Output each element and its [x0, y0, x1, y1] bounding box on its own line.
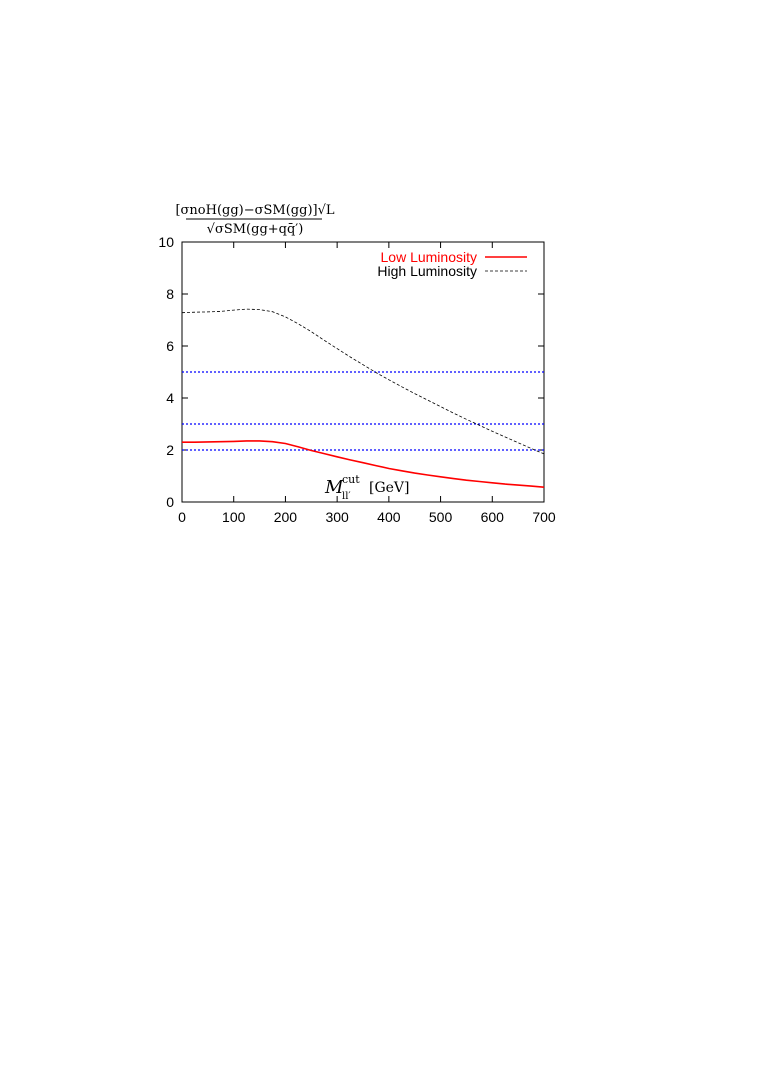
x-tick-label: 400: [377, 509, 401, 525]
x-axis-label-main: M: [324, 477, 344, 498]
x-tick-label: 500: [429, 509, 453, 525]
axis-ticks: 0 100 200 300 400 500 600 700 0 2 4 6 8 10: [158, 234, 555, 525]
x-tick-label: 200: [274, 509, 298, 525]
y-tick-label: 8: [166, 286, 174, 302]
x-tick-label: 600: [481, 509, 505, 525]
series-lines: [181, 308, 545, 488]
x-tick-label: 300: [325, 509, 349, 525]
x-axis-label-superscript: cut: [342, 473, 360, 486]
series-line-high-luminosity: [181, 308, 545, 455]
legend-label-low-luminosity: Low Luminosity: [381, 249, 478, 265]
y-tick-label: 6: [166, 338, 174, 354]
legend: Low Luminosity High Luminosity: [377, 249, 527, 279]
y-axis-label-numerator: [σnoH(gg)−σSM(gg)]√L: [175, 203, 334, 218]
y-axis-label: [σnoH(gg)−σSM(gg)]√L √σSM(gg+qq̄′): [175, 203, 334, 237]
x-tick-label: 100: [222, 509, 246, 525]
series-line-low-luminosity: [182, 440, 545, 488]
y-tick-label: 4: [166, 390, 174, 406]
x-tick-label: 700: [532, 509, 556, 525]
y-axis-label-denominator: √σSM(gg+qq̄′): [207, 222, 304, 237]
reference-lines: [182, 371, 544, 451]
x-axis-label-unit: [GeV]: [369, 480, 410, 496]
y-tick-label: 10: [158, 234, 174, 250]
legend-label-high-luminosity: High Luminosity: [377, 263, 477, 279]
x-tick-label: 0: [178, 509, 186, 525]
x-axis-label: M cut ll′ [GeV]: [324, 473, 410, 502]
y-tick-label: 2: [166, 442, 174, 458]
x-axis-label-subscript: ll′: [342, 491, 351, 502]
y-tick-label: 0: [166, 494, 174, 510]
